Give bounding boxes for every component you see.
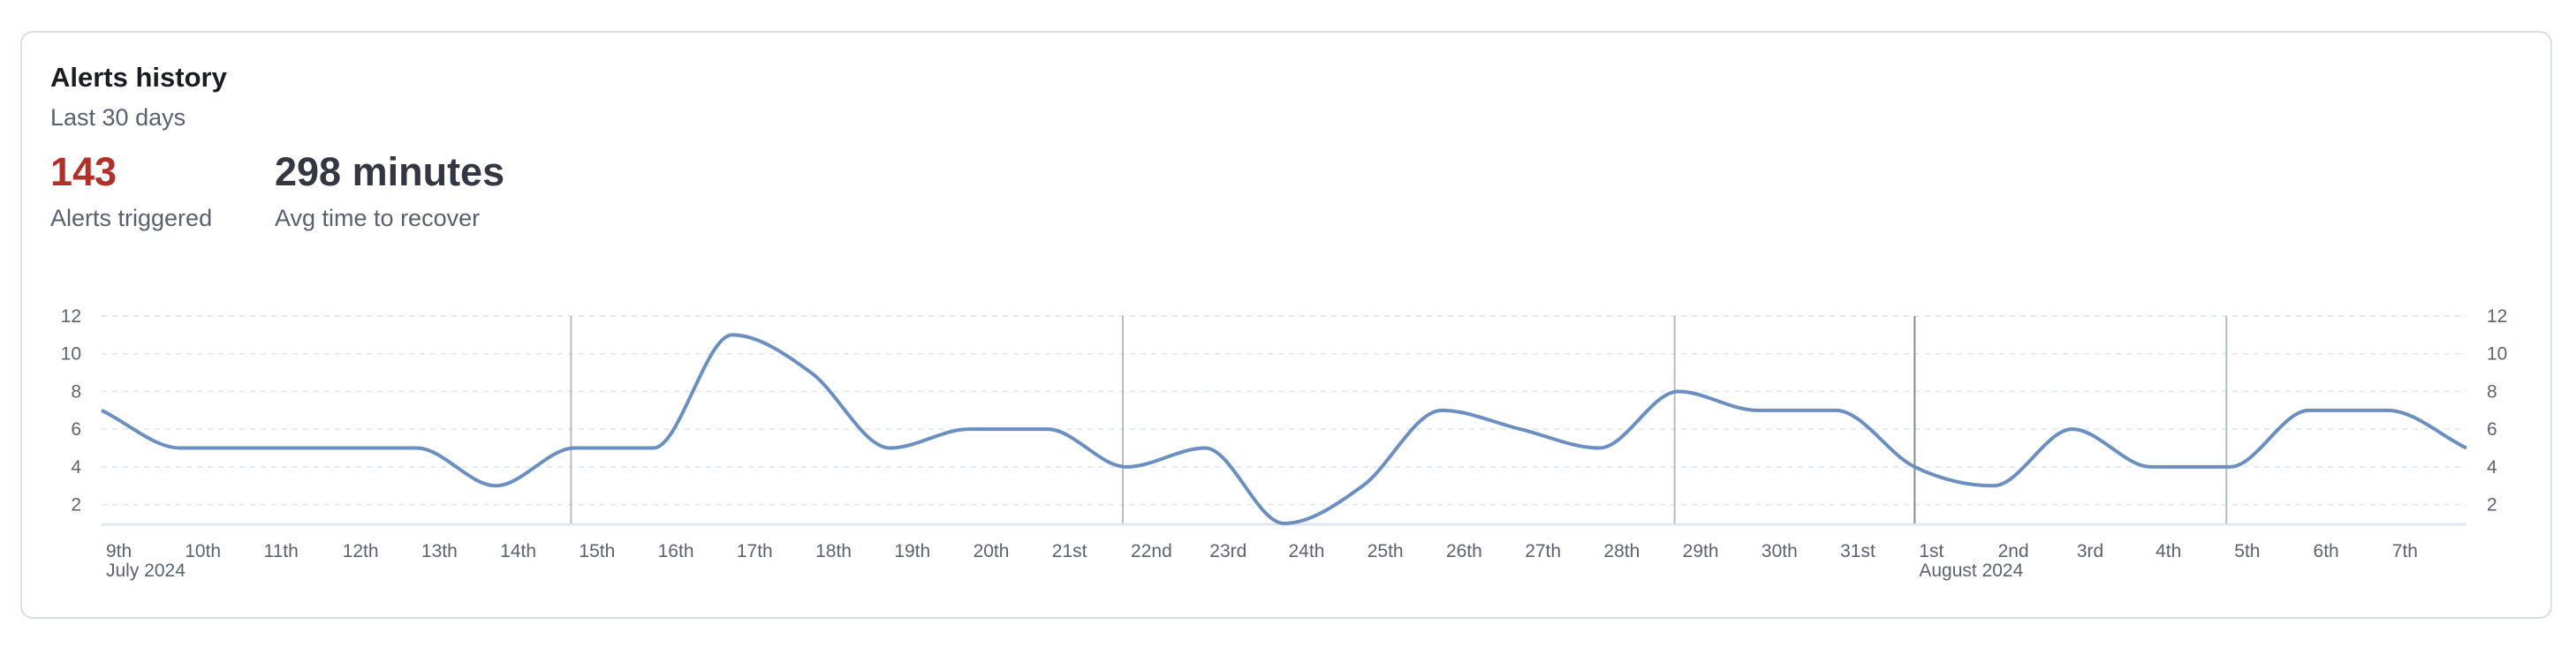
x-tick-label: 9th [106, 541, 132, 561]
x-tick-label: 7th [2392, 541, 2418, 561]
x-tick-label: 22nd [1131, 541, 1172, 561]
x-tick-label: 4th [2156, 541, 2181, 561]
stat-label: Alerts triggered [50, 205, 213, 231]
x-month-label: August 2024 [1919, 561, 2023, 581]
stat-alerts-triggered: 143 Alerts triggered [50, 148, 212, 232]
x-tick-label: 21st [1052, 541, 1087, 561]
x-tick-label: 14th [500, 541, 536, 561]
x-tick-label: 13th [421, 541, 458, 561]
y-tick-label-left: 12 [61, 306, 81, 327]
y-tick-label-left: 10 [61, 344, 81, 365]
x-tick-label: 1st [1919, 541, 1943, 561]
x-tick-label: 15th [579, 541, 615, 561]
x-tick-label: 27th [1525, 541, 1561, 561]
card-subtitle: Last 30 days [50, 104, 186, 131]
x-tick-label: 2nd [1998, 541, 2029, 561]
y-tick-label-right: 12 [2487, 306, 2507, 327]
x-tick-label: 12th [343, 541, 379, 561]
x-month-label: July 2024 [106, 561, 186, 581]
x-tick-label: 23rd [1209, 541, 1246, 561]
x-tick-label: 17th [737, 541, 773, 561]
y-tick-label-right: 4 [2487, 457, 2497, 478]
series-line [101, 333, 2467, 525]
x-tick-label: 29th [1683, 541, 1719, 561]
alerts-history-card [20, 31, 2552, 619]
x-tick-label: 30th [1762, 541, 1798, 561]
x-tick-label: 3rd [2077, 541, 2103, 561]
x-tick-label: 19th [894, 541, 930, 561]
y-tick-label-right: 8 [2487, 381, 2497, 402]
stat-value: 143 [50, 149, 117, 194]
x-tick-label: 10th [185, 541, 221, 561]
x-tick-label: 18th [815, 541, 852, 561]
x-tick-label: 6th [2314, 541, 2339, 561]
x-tick-label: 5th [2234, 541, 2260, 561]
y-tick-label-left: 4 [71, 457, 81, 478]
stat-value: 298 minutes [275, 149, 505, 194]
y-tick-label-left: 8 [71, 381, 81, 402]
x-tick-label: 31st [1840, 541, 1875, 561]
stat-label: Avg time to recover [275, 205, 481, 231]
y-tick-label-right: 10 [2487, 344, 2507, 365]
x-tick-label: 20th [974, 541, 1010, 561]
stat-avg-recover: 298 minutes Avg time to recover [275, 148, 504, 232]
x-tick-label: 11th [263, 541, 298, 561]
card-title: Alerts history [50, 62, 227, 93]
x-tick-label: 24th [1289, 541, 1325, 561]
y-tick-label-left: 6 [71, 419, 81, 440]
y-tick-label-left: 2 [71, 495, 81, 516]
x-tick-label: 25th [1368, 541, 1404, 561]
x-tick-label: 16th [658, 541, 694, 561]
x-tick-label: 28th [1603, 541, 1640, 561]
x-tick-label: 26th [1446, 541, 1482, 561]
y-tick-label-right: 6 [2487, 419, 2497, 440]
y-tick-label-right: 2 [2487, 495, 2497, 516]
